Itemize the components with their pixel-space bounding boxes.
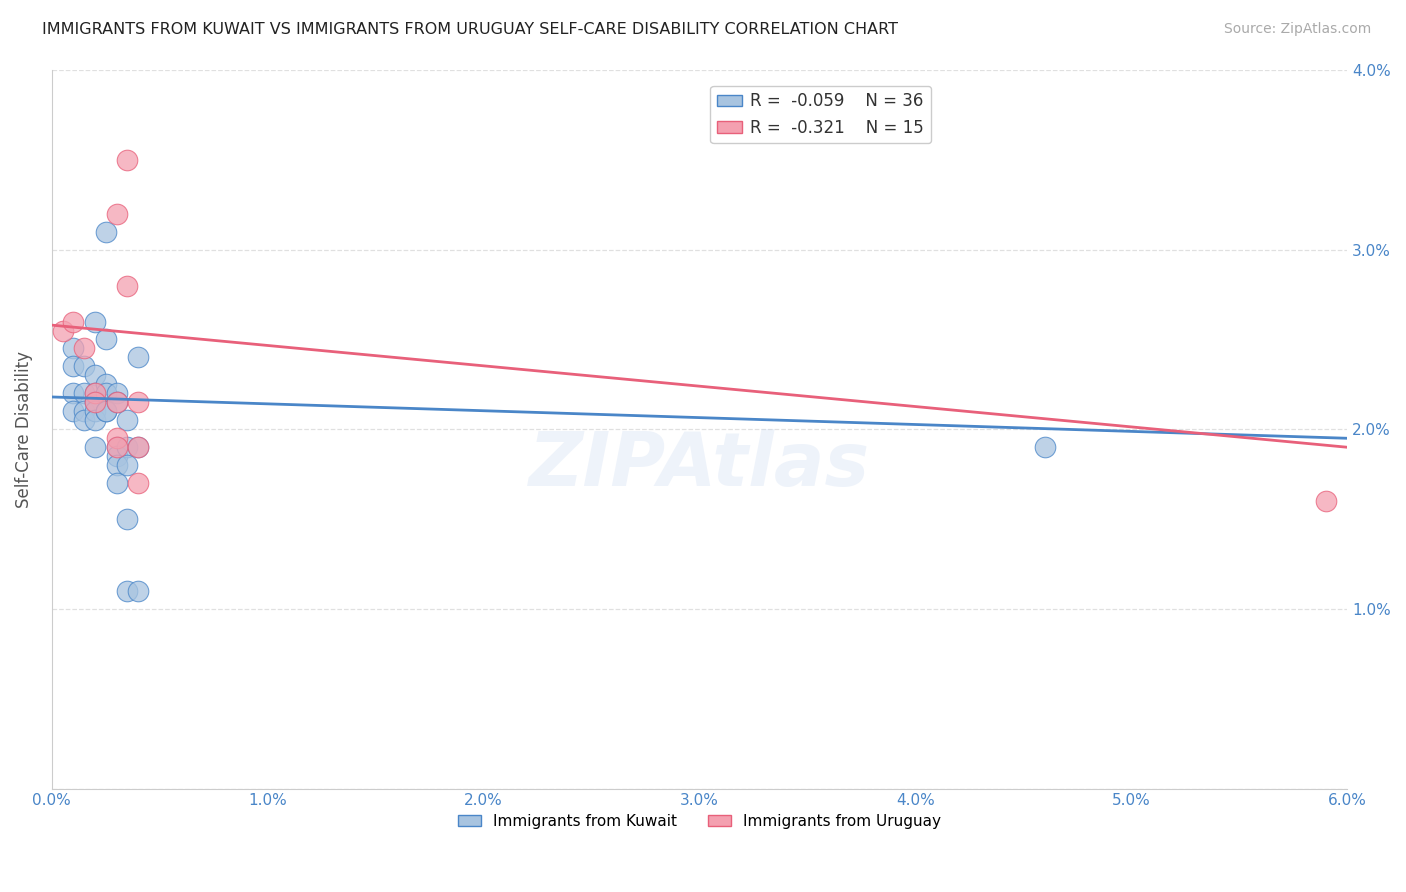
Point [117,440,139,454]
Point [117,153,139,167]
Text: Source: ZipAtlas.com: Source: ZipAtlas.com [1223,22,1371,37]
Point [127,351,149,365]
Point [105,476,128,491]
Point [84,395,107,409]
Point [105,449,128,463]
Point [94,225,117,239]
Point [1033,440,1056,454]
Point [84,386,107,401]
Point [84,368,107,383]
Point [62,386,84,401]
Point [73,342,96,356]
Point [73,413,96,427]
Point [73,404,96,418]
Point [117,583,139,598]
Point [84,314,107,328]
Point [105,431,128,445]
Point [62,404,84,418]
Point [94,377,117,392]
Point [127,440,149,454]
Point [127,583,149,598]
Point [105,458,128,473]
Point [73,359,96,374]
Point [117,413,139,427]
Point [105,207,128,221]
Point [127,395,149,409]
Point [105,395,128,409]
Point [117,512,139,526]
Point [105,386,128,401]
Point [62,342,84,356]
Point [1315,494,1337,508]
Text: IMMIGRANTS FROM KUWAIT VS IMMIGRANTS FROM URUGUAY SELF-CARE DISABILITY CORRELATI: IMMIGRANTS FROM KUWAIT VS IMMIGRANTS FRO… [42,22,898,37]
Point [84,395,107,409]
Legend: Immigrants from Kuwait, Immigrants from Uruguay: Immigrants from Kuwait, Immigrants from … [451,807,948,835]
Point [94,333,117,347]
Y-axis label: Self-Care Disability: Self-Care Disability [15,351,32,508]
Point [105,395,128,409]
Point [84,440,107,454]
Point [117,278,139,293]
Point [62,359,84,374]
Point [127,476,149,491]
Point [94,404,117,418]
Point [105,440,128,454]
Point [62,314,84,328]
Point [84,386,107,401]
Point [51,324,73,338]
Point [127,440,149,454]
Point [94,386,117,401]
Point [84,404,107,418]
Point [84,413,107,427]
Text: ZIPAtlas: ZIPAtlas [529,429,870,501]
Point [73,386,96,401]
Point [117,458,139,473]
Point [94,404,117,418]
Point [105,440,128,454]
